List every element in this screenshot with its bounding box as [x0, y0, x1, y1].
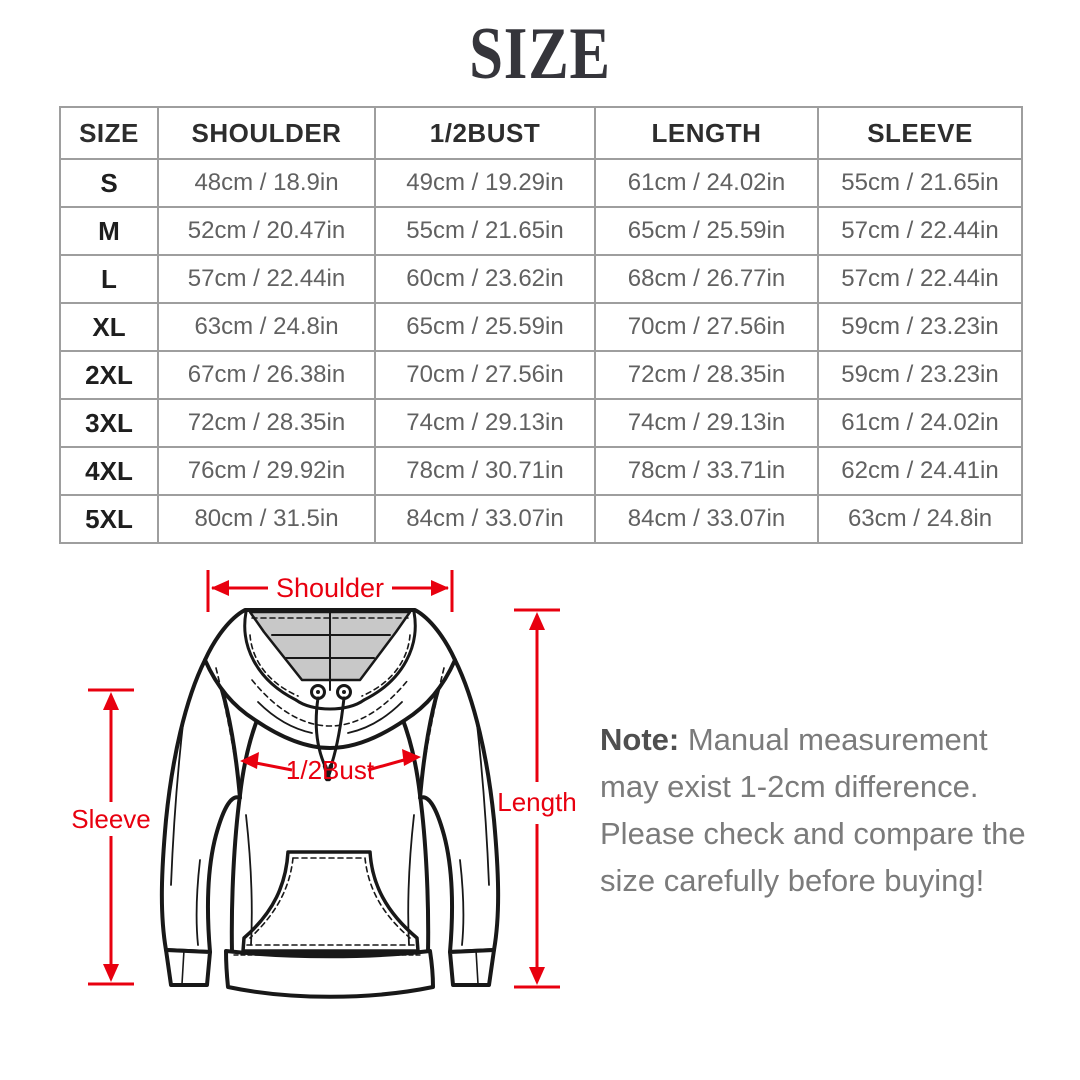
- hoodie-right-sleeve: [418, 658, 501, 954]
- measurement-cell: 76cm / 29.92in: [157, 446, 376, 496]
- shoulder-arrow: Shoulder: [206, 570, 454, 612]
- measurement-cell: 61cm / 24.02in: [817, 398, 1023, 448]
- note-block: Note: Manual measurement may exist 1-2cm…: [600, 716, 1052, 904]
- sleeve-label: Sleeve: [71, 804, 151, 834]
- table-row: XL 63cm / 24.8in 65cm / 25.59in 70cm / 27.5…: [59, 302, 1023, 352]
- table-row: S 48cm / 18.9in 49cm / 19.29in 61cm / 24.02…: [59, 158, 1023, 208]
- table-row: 5XL 80cm / 31.5in 84cm / 33.07in 84cm / 33.…: [59, 494, 1023, 544]
- page-title: SIZE: [469, 13, 611, 95]
- sleeve-arrow: Sleeve: [71, 688, 151, 986]
- measurement-cell: 59cm / 23.23in: [817, 350, 1023, 400]
- size-cell: S: [59, 158, 159, 208]
- size-cell: 4XL: [59, 446, 159, 496]
- measurement-cell: 72cm / 28.35in: [594, 350, 819, 400]
- hood-interior-lines: [271, 611, 391, 691]
- measurement-cell: 48cm / 18.9in: [157, 158, 376, 208]
- drawstrings: [310, 684, 352, 782]
- hoodie-right-cuff: [448, 948, 496, 987]
- note-text: Manual measurement may exist 1-2cm diffe…: [600, 722, 1026, 898]
- measurement-diagram: Shoulder 1/2Bust: [0, 540, 1080, 1080]
- length-arrow: Length: [497, 608, 577, 989]
- measurement-cell: 49cm / 19.29in: [374, 158, 596, 208]
- hoodie-illustration: [159, 608, 501, 999]
- table-row: 4XL 76cm / 29.92in 78cm / 30.71in 78cm / 33…: [59, 446, 1023, 496]
- measurement-cell: 62cm / 24.41in: [817, 446, 1023, 496]
- measurement-cell: 74cm / 29.13in: [594, 398, 819, 448]
- hoodie-left-sleeve: [159, 658, 242, 954]
- measurement-cell: 59cm / 23.23in: [817, 302, 1023, 352]
- size-table: SIZE SHOULDER 1/2BUST LENGTH SLEEVE S 48c…: [59, 106, 1023, 544]
- measurement-cell: 67cm / 26.38in: [157, 350, 376, 400]
- bust-label: 1/2Bust: [286, 755, 375, 785]
- measurement-cell: 60cm / 23.62in: [374, 254, 596, 304]
- header-size: SIZE: [59, 106, 159, 160]
- measurement-cell: 63cm / 24.8in: [157, 302, 376, 352]
- measurement-cell: 65cm / 25.59in: [374, 302, 596, 352]
- bust-arrow: 1/2Bust: [240, 749, 421, 785]
- size-cell: XL: [59, 302, 159, 352]
- measurement-cell: 80cm / 31.5in: [157, 494, 376, 544]
- size-cell: M: [59, 206, 159, 256]
- measurement-annotations: Shoulder 1/2Bust: [71, 570, 577, 989]
- collar-folds: [243, 610, 417, 711]
- table-row: L 57cm / 22.44in 60cm / 23.62in 68cm / 26.7…: [59, 254, 1023, 304]
- measurement-cell: 84cm / 33.07in: [374, 494, 596, 544]
- header-row: SIZE SHOULDER 1/2BUST LENGTH SLEEVE: [59, 106, 1023, 160]
- size-table-body: S 48cm / 18.9in 49cm / 19.29in 61cm / 24.02…: [59, 158, 1023, 544]
- measurement-cell: 70cm / 27.56in: [594, 302, 819, 352]
- measurement-cell: 55cm / 21.65in: [817, 158, 1023, 208]
- size-table-header: SIZE SHOULDER 1/2BUST LENGTH SLEEVE: [59, 106, 1023, 160]
- measurement-cell: 84cm / 33.07in: [594, 494, 819, 544]
- measurement-cell: 52cm / 20.47in: [157, 206, 376, 256]
- measurement-cell: 57cm / 22.44in: [817, 206, 1023, 256]
- hoodie-left-cuff: [164, 948, 212, 987]
- pocket-stitching: [246, 857, 415, 946]
- size-cell: 3XL: [59, 398, 159, 448]
- measurement-cell: 65cm / 25.59in: [594, 206, 819, 256]
- size-cell: L: [59, 254, 159, 304]
- table-row: M 52cm / 20.47in 55cm / 21.65in 65cm / 25.5…: [59, 206, 1023, 256]
- wrinkle-lines: [170, 701, 490, 946]
- table-row: 3XL 72cm / 28.35in 74cm / 29.13in 74cm / 29…: [59, 398, 1023, 448]
- measurement-cell: 78cm / 33.71in: [594, 446, 819, 496]
- measurement-cell: 74cm / 29.13in: [374, 398, 596, 448]
- hoodie-pocket: [241, 850, 420, 953]
- measurement-cell: 70cm / 27.56in: [374, 350, 596, 400]
- shoulder-label: Shoulder: [276, 573, 384, 603]
- hoodie-waistband: [224, 949, 435, 999]
- note-label: Note:: [600, 722, 680, 757]
- measurement-cell: 57cm / 22.44in: [817, 254, 1023, 304]
- measurement-cell: 63cm / 24.8in: [817, 494, 1023, 544]
- measurement-cell: 57cm / 22.44in: [157, 254, 376, 304]
- header-shoulder: SHOULDER: [157, 106, 376, 160]
- collar-stitching: [215, 617, 445, 796]
- measurement-cell: 61cm / 24.02in: [594, 158, 819, 208]
- measurement-cell: 68cm / 26.77in: [594, 254, 819, 304]
- header-bust: 1/2BUST: [374, 106, 596, 160]
- length-label: Length: [497, 787, 577, 817]
- header-length: LENGTH: [594, 106, 819, 160]
- measurement-cell: 72cm / 28.35in: [157, 398, 376, 448]
- header-sleeve: SLEEVE: [817, 106, 1023, 160]
- size-cell: 5XL: [59, 494, 159, 544]
- measurement-cell: 55cm / 21.65in: [374, 206, 596, 256]
- table-row: 2XL 67cm / 26.38in 70cm / 27.56in 72cm / 28…: [59, 350, 1023, 400]
- measurement-cell: 78cm / 30.71in: [374, 446, 596, 496]
- size-cell: 2XL: [59, 350, 159, 400]
